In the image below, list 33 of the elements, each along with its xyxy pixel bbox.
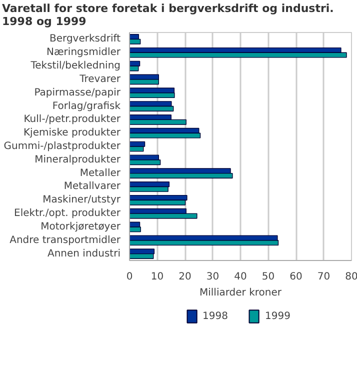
y-tick-label: Tekstil/bekledning <box>30 60 120 72</box>
y-tick-label: Forlag/grafisk <box>52 101 121 112</box>
y-tick-label: Metallvarer <box>64 182 122 193</box>
x-tick-label: 50 <box>262 272 275 283</box>
legend-label: 1998 <box>202 310 228 322</box>
y-tick-label: Metaller <box>80 168 122 180</box>
y-tick-label: Næringsmidler <box>46 47 122 58</box>
y-tick-label: Mineralprodukter <box>34 154 122 166</box>
y-tick-label: Andre transportmidler <box>10 235 122 246</box>
y-tick-label: Motorkjøretøyer <box>40 222 122 233</box>
y-tick-label: Gummi-/plastprodukter <box>4 141 122 152</box>
y-tick-label: Papirmasse/papir <box>34 88 122 99</box>
x-tick-label: 30 <box>206 272 220 283</box>
bar <box>130 168 231 174</box>
y-tick-label: Annen industri <box>47 248 121 260</box>
y-tick-label: Trevarer <box>78 74 122 86</box>
chart-title: Varetall for store foretak i bergverksdrift og industri. 1998 og 1999 <box>2 2 334 28</box>
y-tick-label: Bergverksdrift <box>50 34 121 46</box>
x-axis-title: Milliarder kroner <box>200 288 282 299</box>
x-tick-label: 80 <box>345 272 357 283</box>
x-tick-label: 0 <box>126 272 133 283</box>
bar <box>130 88 175 94</box>
x-tick-label: 60 <box>290 272 302 283</box>
legend-label: 1999 <box>265 310 290 322</box>
x-tick-label: 70 <box>317 272 330 283</box>
bar <box>130 236 278 242</box>
x-tick-label: 20 <box>178 272 192 283</box>
y-tick-label: Kull-/petr.produkter <box>24 114 122 126</box>
x-tick-label: 40 <box>234 272 247 283</box>
y-tick-label: Kjemiske produkter <box>24 128 122 139</box>
y-tick-label: Elektr./opt. produkter <box>14 208 122 220</box>
y-tick-label: Maskiner/utstyr <box>42 195 122 206</box>
x-tick-label: 10 <box>150 272 164 283</box>
